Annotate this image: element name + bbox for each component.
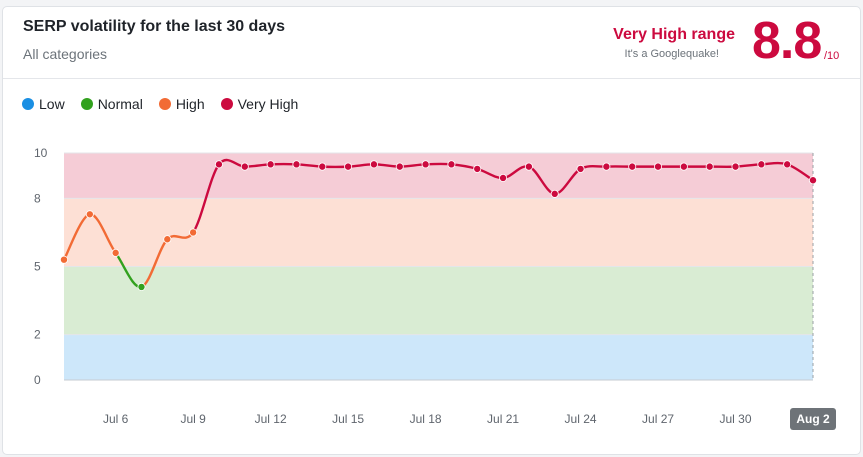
zone-band-very-high — [64, 153, 813, 199]
legend-label: Normal — [97, 96, 143, 112]
x-tick-label: Jul 12 — [255, 412, 287, 426]
data-point — [654, 162, 663, 171]
data-point — [731, 162, 740, 171]
volatility-score: 8.8 — [752, 12, 822, 70]
data-point — [602, 162, 611, 171]
data-point — [344, 162, 353, 171]
legend-label: High — [175, 96, 205, 112]
data-point — [111, 248, 120, 257]
data-point — [369, 160, 378, 169]
data-point — [292, 160, 301, 169]
legend-dot-icon — [80, 98, 93, 110]
y-tick-label: 2 — [34, 328, 41, 342]
chart-legend: Low Normal High Very High — [22, 96, 298, 112]
x-tick-highlight-badge — [790, 408, 836, 430]
legend-item-high[interactable]: High — [158, 96, 205, 112]
data-point — [395, 162, 404, 171]
data-point — [757, 160, 766, 169]
x-tick-label: Jul 9 — [180, 412, 206, 426]
range-description: It's a Googlequake! — [624, 48, 719, 60]
x-tick-label-current: Aug 2 — [796, 412, 830, 426]
range-label: Very High range — [613, 26, 735, 43]
data-point — [189, 228, 198, 237]
zone-band-high — [64, 198, 813, 267]
data-point — [214, 160, 223, 169]
data-point — [705, 162, 714, 171]
data-point — [85, 210, 94, 219]
data-point — [524, 162, 533, 171]
data-point — [266, 160, 275, 169]
data-point — [499, 173, 508, 182]
legend-item-normal[interactable]: Normal — [80, 96, 143, 112]
x-tick-label: Jul 21 — [487, 412, 519, 426]
card-title: SERP volatility for the last 30 days — [23, 18, 286, 35]
legend-label: Very High — [237, 96, 299, 112]
y-tick-label: 5 — [34, 260, 41, 274]
x-tick-label: Jul 15 — [332, 412, 364, 426]
data-point — [163, 235, 172, 244]
zone-band-normal — [64, 266, 813, 335]
data-point — [240, 162, 249, 171]
x-tick-label: Jul 30 — [720, 412, 752, 426]
y-tick-label: 8 — [34, 191, 41, 205]
data-point — [628, 162, 637, 171]
x-tick-label: Jul 27 — [642, 412, 674, 426]
data-point — [550, 189, 559, 198]
x-tick-label: Jul 6 — [103, 412, 129, 426]
legend-dot-icon — [158, 98, 171, 110]
legend-item-low[interactable]: Low — [22, 96, 65, 112]
data-point — [137, 282, 146, 291]
data-point — [576, 164, 585, 173]
data-point — [318, 162, 327, 171]
legend-label: Low — [39, 96, 65, 112]
legend-item-very-high[interactable]: Very High — [220, 96, 299, 112]
y-tick-label: 0 — [34, 373, 41, 387]
x-tick-label: Jul 18 — [410, 412, 442, 426]
x-tick-label: Jul 24 — [565, 412, 597, 426]
data-point — [783, 160, 792, 169]
data-point — [60, 255, 69, 264]
legend-dot-icon — [220, 98, 233, 110]
data-point — [473, 164, 482, 173]
zone-band-low — [64, 334, 813, 380]
data-point — [809, 176, 818, 185]
series-line-segment — [191, 163, 221, 234]
y-tick-label: 10 — [34, 146, 48, 160]
legend-dot-icon — [22, 98, 34, 110]
category-label: All categories — [23, 46, 108, 62]
card-header: SERP volatility for the last 30 days All… — [3, 7, 860, 79]
data-point — [679, 162, 688, 171]
score-max: /10 — [824, 50, 840, 62]
data-point — [421, 160, 430, 169]
data-point — [447, 160, 456, 169]
